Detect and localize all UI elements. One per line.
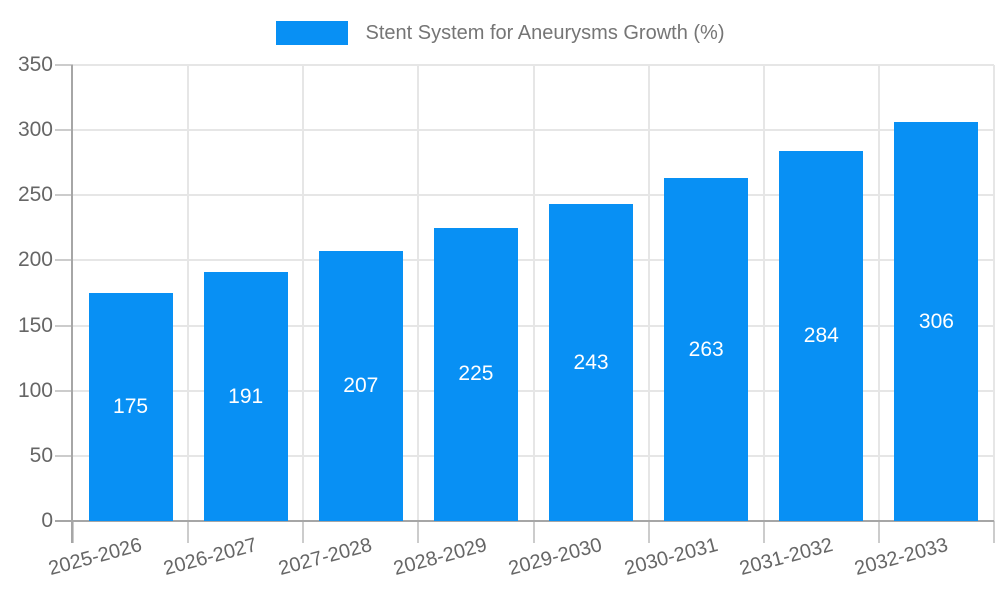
y-axis-tick-label: 350 (17, 53, 53, 76)
y-axis-line (71, 65, 73, 543)
bar: 243 (549, 204, 634, 521)
y-axis-tick (55, 194, 73, 196)
y-axis-tick-label: 50 (29, 444, 53, 467)
x-axis-tick (302, 521, 304, 543)
x-axis-tick (993, 521, 995, 543)
y-axis-tick (55, 259, 73, 261)
v-gridline (187, 65, 189, 521)
v-gridline (417, 65, 419, 521)
bar-value-label: 191 (228, 384, 264, 408)
bar-value-label: 207 (343, 374, 379, 398)
y-axis-tick-label: 300 (17, 118, 53, 141)
v-gridline (302, 65, 304, 521)
x-axis-category-label: 2029-2030 (506, 534, 605, 581)
bar: 207 (318, 251, 403, 521)
y-axis-tick-label: 200 (17, 248, 53, 271)
bar-value-label: 175 (113, 395, 149, 418)
bar-value-label: 225 (458, 362, 494, 386)
x-axis-line (55, 520, 994, 522)
chart-legend: Stent System for Aneurysms Growth (%) (0, 21, 1000, 45)
x-axis-category-label: 2032-2033 (852, 534, 951, 581)
x-axis-category-label: 2031-2032 (736, 534, 836, 581)
x-axis-tick (533, 521, 535, 543)
bar-value-label: 306 (918, 309, 954, 333)
v-gridline (763, 65, 765, 521)
x-axis-tick (878, 521, 880, 543)
y-axis-tick-label: 250 (17, 183, 53, 206)
y-axis-tick (55, 325, 73, 327)
y-axis-tick-label: 100 (17, 379, 53, 402)
bar-value-label: 243 (573, 350, 609, 374)
x-axis-tick (417, 521, 419, 543)
y-axis-tick-label: 150 (17, 314, 53, 337)
bar: 284 (779, 150, 864, 521)
x-axis-category-label: 2027-2028 (276, 534, 375, 581)
bar-value-label: 284 (803, 323, 839, 347)
v-gridline (878, 65, 880, 521)
y-axis-tick (55, 455, 73, 457)
v-gridline (648, 65, 650, 521)
y-axis-tick (55, 390, 73, 392)
x-axis-tick (187, 521, 189, 543)
x-axis-category-label: 2028-2029 (391, 534, 490, 581)
x-axis-category-label: 2026-2027 (161, 534, 260, 581)
v-gridline (533, 65, 535, 521)
bar: 191 (203, 272, 288, 521)
legend-label: Stent System for Aneurysms Growth (%) (365, 21, 725, 44)
y-axis-tick-label: 0 (41, 509, 53, 532)
x-axis-category-label: 2025-2026 (46, 534, 145, 581)
bar: 263 (664, 178, 749, 521)
x-axis-category-label: 2030-2031 (621, 534, 720, 581)
bar: 225 (433, 227, 518, 521)
bar: 175 (88, 293, 173, 521)
bar: 306 (894, 122, 979, 521)
v-gridline (993, 65, 995, 521)
x-axis-tick (648, 521, 650, 543)
y-axis-tick (55, 64, 73, 66)
x-axis-tick (763, 521, 765, 543)
bar-value-label: 263 (688, 337, 724, 361)
x-axis-tick (72, 521, 74, 543)
legend-swatch (275, 21, 348, 45)
y-axis-tick (55, 129, 73, 131)
